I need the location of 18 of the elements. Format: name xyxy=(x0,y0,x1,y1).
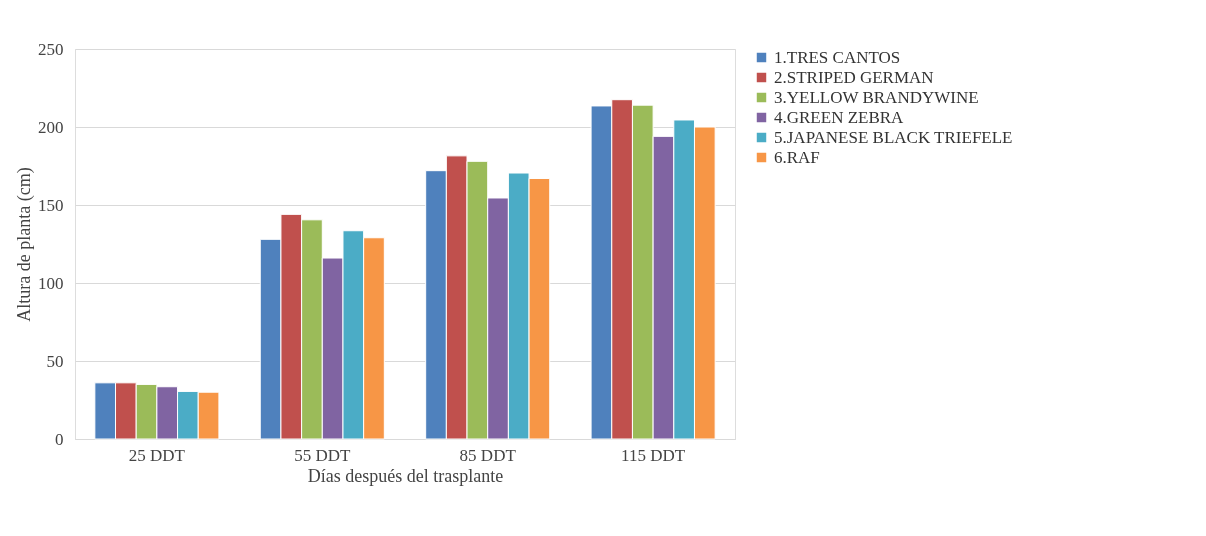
y-tick-label: 250 xyxy=(38,39,64,59)
x-tick-label: 55 DDT xyxy=(294,445,351,465)
legend-label: 3.YELLOW BRANDYWINE xyxy=(774,87,979,107)
x-tick-label: 85 DDT xyxy=(459,445,517,465)
x-tick-label: 115 DDT xyxy=(621,445,686,465)
x-tick-label: 25 DDT xyxy=(128,445,186,465)
y-tick-label: 200 xyxy=(38,117,64,137)
y-tick-label: 100 xyxy=(38,273,64,293)
y-axis-title: Altura de planta (cm) xyxy=(14,167,35,322)
legend-label: 1.TRES CANTOS xyxy=(774,47,901,67)
y-tick-label: 150 xyxy=(38,195,64,215)
legend-label: 2.STRIPED GERMAN xyxy=(774,67,934,87)
y-tick-label: 0 xyxy=(55,429,64,449)
legend-label: 5.JAPANESE BLACK TRIEFELE xyxy=(774,127,1013,147)
legend-label: 4.GREEN ZEBRA xyxy=(774,107,905,127)
legend-label: 6.RAF xyxy=(774,147,820,167)
x-axis-title: Días después del trasplante xyxy=(307,465,504,486)
y-tick-label: 50 xyxy=(46,351,64,371)
